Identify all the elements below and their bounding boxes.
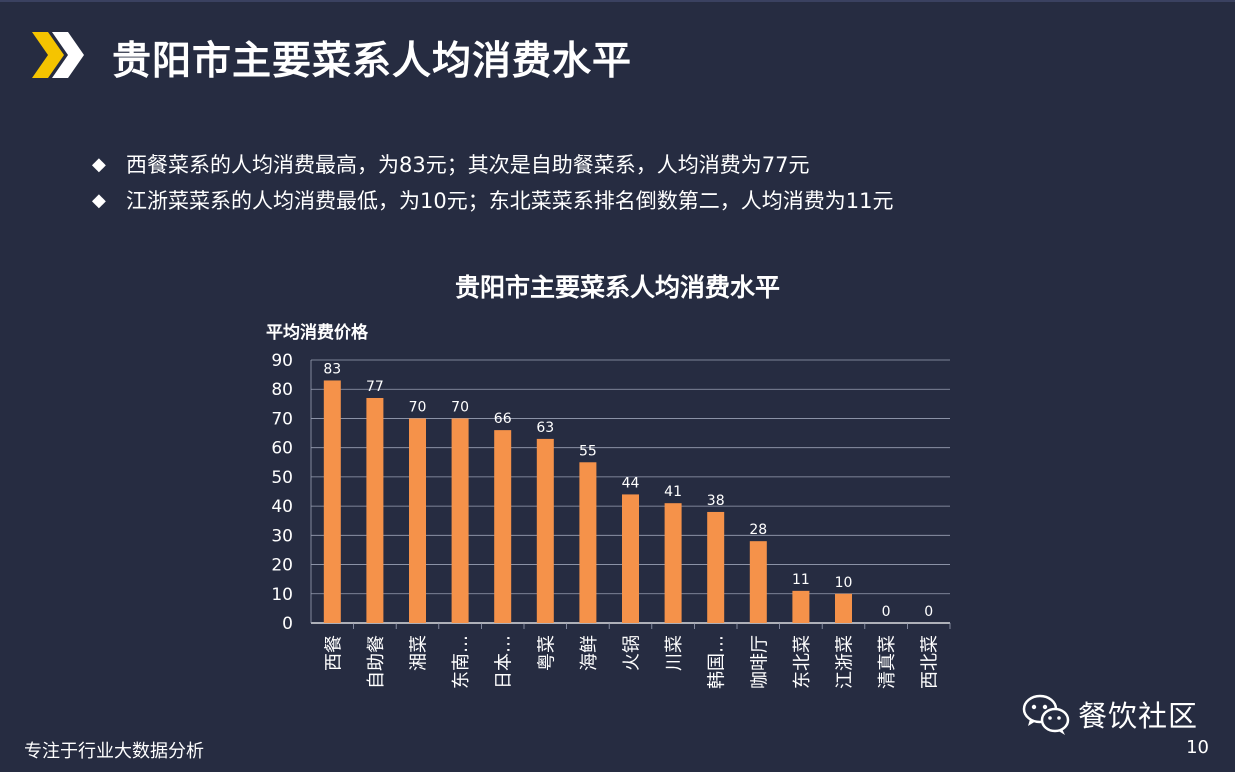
chart-title: 贵阳市主要菜系人均消费水平	[454, 273, 780, 302]
data-label: 44	[622, 475, 640, 491]
y-tick-label: 20	[271, 556, 293, 576]
y-tick-label: 0	[282, 614, 293, 634]
bullet-item: ◆ 江浙菜菜系的人均消费最低，为10元；东北菜菜系排名倒数第二，人均消费为11元	[92, 182, 893, 218]
bar	[323, 380, 341, 623]
y-tick-label: 80	[271, 380, 293, 400]
x-tick-label: 日本…	[494, 635, 515, 689]
bullet-text: 江浙菜菜系的人均消费最低，为10元；东北菜菜系排名倒数第二，人均消费为11元	[126, 189, 894, 213]
data-label: 66	[494, 411, 512, 427]
bar	[707, 511, 725, 623]
page-number: 10	[1186, 737, 1209, 758]
diamond-bullet-icon: ◆	[92, 153, 106, 175]
x-tick-label: 海鲜	[579, 635, 600, 671]
data-label: 70	[451, 399, 469, 415]
double-chevron-icon	[32, 32, 84, 78]
bullet-list: ◆ 西餐菜系的人均消费最高，为83元；其次是自助餐菜系，人均消费为77元 ◆ 江…	[92, 146, 893, 218]
y-tick-label: 30	[271, 526, 293, 546]
x-tick-label: 湘菜	[409, 635, 430, 671]
bar	[792, 590, 810, 623]
data-label: 0	[924, 604, 933, 620]
x-tick-label: 咖啡厅	[749, 635, 770, 689]
y-tick-label: 50	[271, 468, 293, 488]
y-axis-title: 平均消费价格	[266, 323, 368, 343]
x-tick-label: 清真菜	[877, 635, 898, 689]
bar	[835, 593, 852, 623]
bullet-item: ◆ 西餐菜系的人均消费最高，为83元；其次是自助餐菜系，人均消费为77元	[92, 146, 893, 182]
x-tick-label: 川菜	[664, 635, 685, 671]
bar	[494, 430, 512, 623]
x-tick-label: 江浙菜	[835, 635, 856, 689]
bar	[409, 418, 426, 623]
brand: 餐饮社区	[1022, 692, 1198, 736]
y-tick-label: 10	[271, 585, 293, 605]
data-label: 0	[882, 604, 891, 620]
top-rule	[0, 0, 1235, 2]
wechat-icon	[1022, 694, 1070, 735]
y-tick-label: 60	[271, 439, 293, 459]
data-label: 63	[536, 420, 554, 436]
page-title: 贵阳市主要菜系人均消费水平	[112, 39, 633, 84]
data-label: 11	[792, 572, 810, 588]
bar	[579, 462, 597, 623]
data-label: 55	[579, 443, 597, 459]
x-tick-label: 自助餐	[366, 635, 387, 689]
bar	[622, 494, 639, 623]
y-tick-label: 40	[271, 497, 293, 517]
diamond-bullet-icon: ◆	[92, 189, 106, 211]
y-tick-label: 70	[271, 409, 293, 429]
data-label: 10	[835, 575, 853, 591]
y-tick-label: 90	[271, 351, 293, 371]
bar	[366, 397, 384, 623]
data-label: 38	[707, 493, 725, 509]
x-tick-label: 韩国…	[707, 635, 728, 689]
x-tick-label: 西北菜	[920, 635, 941, 689]
x-tick-label: 东北菜	[792, 635, 813, 689]
bullet-text: 西餐菜系的人均消费最高，为83元；其次是自助餐菜系，人均消费为77元	[126, 153, 810, 177]
data-label: 41	[664, 484, 682, 500]
bar	[451, 418, 469, 623]
brand-name: 餐饮社区	[1078, 699, 1199, 733]
bar	[749, 541, 767, 623]
x-tick-label: 火锅	[622, 635, 643, 671]
data-label: 83	[323, 361, 341, 377]
data-label: 70	[409, 399, 427, 415]
footer-tagline: 专注于行业大数据分析	[24, 741, 204, 762]
data-label: 28	[749, 522, 767, 538]
data-label: 77	[366, 379, 384, 395]
x-tick-label: 西餐	[323, 635, 344, 671]
x-tick-label: 东南…	[451, 635, 472, 689]
x-tick-label: 粤菜	[536, 635, 557, 671]
bar	[664, 503, 682, 623]
bar	[536, 438, 554, 623]
